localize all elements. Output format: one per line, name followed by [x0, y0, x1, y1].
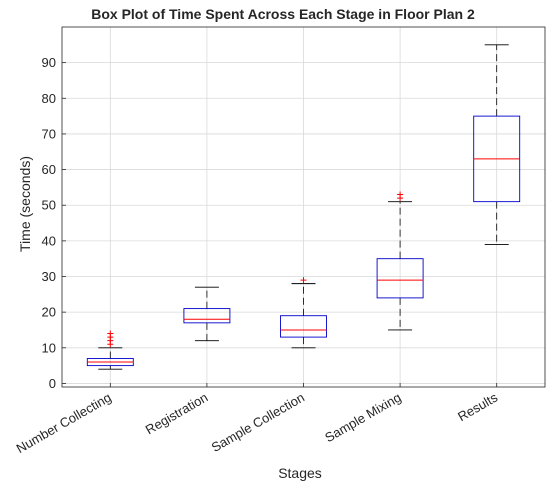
y-tick-label: 40 [42, 233, 56, 248]
x-tick-label: Registration [143, 390, 211, 438]
outlier-marker [300, 277, 307, 284]
box-iqr [376, 258, 424, 299]
y-axis-ticks: 0 10 20 30 40 50 60 70 80 90 [42, 55, 66, 391]
y-tick-label: 70 [42, 126, 56, 141]
y-axis-label: Time (seconds) [17, 156, 33, 252]
outlier-marker [397, 191, 404, 198]
box-0 [86, 330, 134, 370]
box-1 [183, 286, 231, 342]
x-tick-label: Results [455, 389, 500, 424]
y-tick-label: 0 [49, 376, 56, 391]
box-series [86, 44, 521, 370]
box-3 [376, 191, 424, 331]
y-tick-label: 10 [42, 340, 56, 355]
grid-lines [62, 27, 545, 387]
chart-title: Box Plot of Time Spent Across Each Stage… [91, 6, 475, 22]
y-tick-label: 60 [42, 162, 56, 177]
y-tick-label: 90 [42, 55, 56, 70]
x-tick-label: Sample Mixing [322, 390, 403, 446]
x-tick-label: Sample Collection [209, 390, 307, 455]
y-tick-label: 50 [42, 198, 56, 213]
x-tick-label: Number Collecting [14, 390, 114, 456]
y-tick-label: 80 [42, 91, 56, 106]
box-iqr [183, 308, 231, 324]
plot-frame [61, 26, 546, 388]
box-iqr [280, 315, 327, 338]
y-tick-label: 30 [42, 269, 56, 284]
outlier-marker [107, 330, 114, 337]
x-axis-label: Stages [278, 465, 322, 481]
box-2 [280, 277, 327, 349]
y-tick-label: 20 [42, 305, 56, 320]
box-4 [473, 44, 521, 245]
